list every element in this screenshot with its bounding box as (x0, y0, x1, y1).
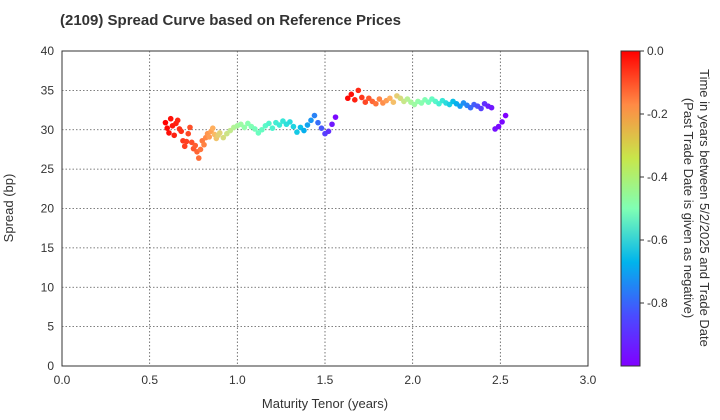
scatter-point (192, 142, 199, 149)
scatter-point (502, 112, 509, 119)
scatter-point (201, 141, 207, 148)
scatter-point (294, 129, 300, 135)
x-tick-label: 2.0 (404, 373, 421, 387)
scatter-point (304, 122, 311, 128)
scatter-point (390, 99, 397, 105)
scatter-point (241, 124, 248, 131)
scatter-point (315, 119, 321, 126)
x-tick-label: 0.0 (54, 373, 71, 387)
colorbar (620, 50, 641, 367)
scatter-point (166, 130, 172, 136)
y-axis-label: Spread (bp) (1, 174, 16, 243)
scatter-point (387, 95, 393, 102)
scatter-point (178, 128, 185, 135)
y-tick-label: 40 (41, 44, 55, 58)
y-tick-label: 30 (41, 123, 55, 137)
scatter-point (167, 115, 174, 122)
scatter-point (187, 124, 193, 131)
scatter-point (301, 127, 307, 134)
scatter-point (276, 122, 283, 128)
scatter-point (359, 94, 365, 101)
scatter-point (344, 95, 351, 102)
scatter-point (185, 130, 192, 137)
scatter-point (362, 99, 369, 105)
x-axis-ticks: 0.0 0.5 1.0 1.5 2.0 2.5 3.0 (54, 373, 597, 387)
scatter-point (162, 119, 169, 126)
scatter-point (355, 87, 362, 94)
scatter-points (162, 87, 509, 161)
colorbar-tick-label: -0.2 (647, 107, 668, 121)
x-axis-label: Maturity Tenor (years) (262, 396, 388, 411)
scatter-point (332, 114, 339, 120)
scatter-point (308, 117, 314, 124)
scatter-point (373, 100, 379, 107)
scatter-point (352, 97, 358, 103)
x-tick-label: 1.0 (229, 373, 246, 387)
scatter-point (183, 138, 190, 145)
scatter-point (197, 146, 204, 153)
scatter-point (209, 125, 216, 131)
y-tick-label: 20 (41, 202, 55, 216)
scatter-point (259, 126, 265, 133)
colorbar-tick-label: 0.0 (647, 44, 664, 58)
scatter-point (488, 104, 495, 111)
colorbar-label-line2: (Past Trade Date is given as negative) (681, 98, 696, 318)
scatter-point (266, 120, 272, 127)
scatter-point (164, 125, 170, 131)
y-tick-label: 15 (41, 241, 55, 255)
y-tick-label: 5 (47, 320, 54, 334)
grid-lines (62, 51, 588, 366)
scatter-point (318, 125, 325, 131)
scatter-point (376, 96, 383, 102)
x-tick-label: 2.5 (492, 373, 509, 387)
scatter-point (287, 119, 293, 125)
scatter-point (195, 155, 202, 161)
scatter-point (206, 134, 213, 140)
scatter-point (329, 121, 335, 128)
scatter-point (311, 112, 318, 119)
scatter-point (325, 128, 332, 135)
y-tick-label: 0 (47, 359, 54, 373)
colorbar-ticks: 0.0 -0.2 -0.4 -0.6 -0.8 (640, 44, 668, 310)
y-tick-label: 35 (41, 83, 55, 97)
scatter-point (290, 123, 297, 130)
scatter-point (495, 123, 502, 130)
y-tick-label: 25 (41, 162, 55, 176)
y-tick-label: 10 (41, 280, 55, 294)
scatter-point (269, 125, 276, 131)
x-tick-label: 0.5 (141, 373, 158, 387)
scatter-point (348, 91, 355, 98)
y-axis-ticks: 0 5 10 15 20 25 30 35 40 (41, 44, 55, 373)
scatter-point (252, 126, 258, 132)
colorbar-label-line1: Time in years between 5/2/2025 and Trade… (697, 69, 712, 347)
colorbar-tick-label: -0.4 (647, 170, 668, 184)
scatter-point (181, 143, 188, 150)
scatter-point (171, 132, 178, 139)
scatter-point (220, 134, 227, 141)
scatter-point (174, 117, 181, 124)
x-tick-label: 1.5 (317, 373, 334, 387)
scatter-point (478, 105, 484, 112)
colorbar-tick-label: -0.8 (647, 296, 668, 310)
chart-title: (2109) Spread Curve based on Reference P… (60, 12, 401, 29)
scatter-point (499, 119, 505, 125)
x-tick-label: 3.0 (580, 373, 597, 387)
colorbar-tick-label: -0.6 (647, 233, 668, 247)
scatter-point (217, 130, 223, 136)
